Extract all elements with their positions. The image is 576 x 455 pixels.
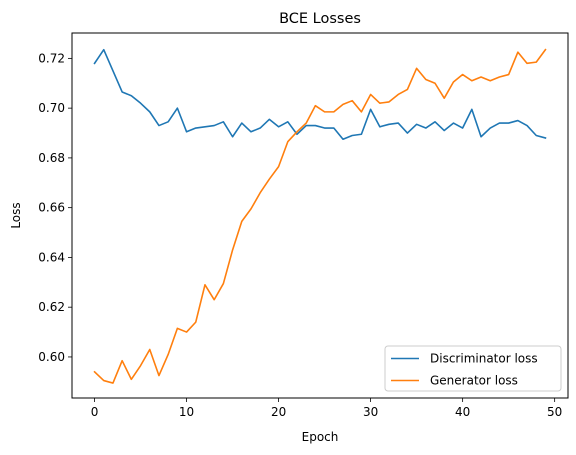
y-tick-label: 0.68 xyxy=(38,151,65,165)
x-tick-label: 20 xyxy=(271,405,286,419)
x-tick-label: 0 xyxy=(91,405,99,419)
x-tick-label: 40 xyxy=(455,405,470,419)
y-tick-label: 0.70 xyxy=(38,101,65,115)
chart-title: BCE Losses xyxy=(279,11,361,27)
y-tick-label: 0.72 xyxy=(38,51,65,65)
legend: Discriminator loss Generator loss xyxy=(385,346,561,391)
x-axis-label: Epoch xyxy=(302,430,339,444)
x-tick-label: 50 xyxy=(547,405,562,419)
x-tick-label: 10 xyxy=(179,405,194,419)
y-tick-label: 0.66 xyxy=(38,201,65,215)
y-tick-label: 0.62 xyxy=(38,300,65,314)
x-tick-label: 30 xyxy=(363,405,378,419)
y-axis-label: Loss xyxy=(9,202,23,228)
y-tick-label: 0.64 xyxy=(38,250,65,264)
legend-label-generator: Generator loss xyxy=(430,374,518,388)
legend-label-discriminator: Discriminator loss xyxy=(430,352,538,366)
y-tick-label: 0.60 xyxy=(38,350,65,364)
